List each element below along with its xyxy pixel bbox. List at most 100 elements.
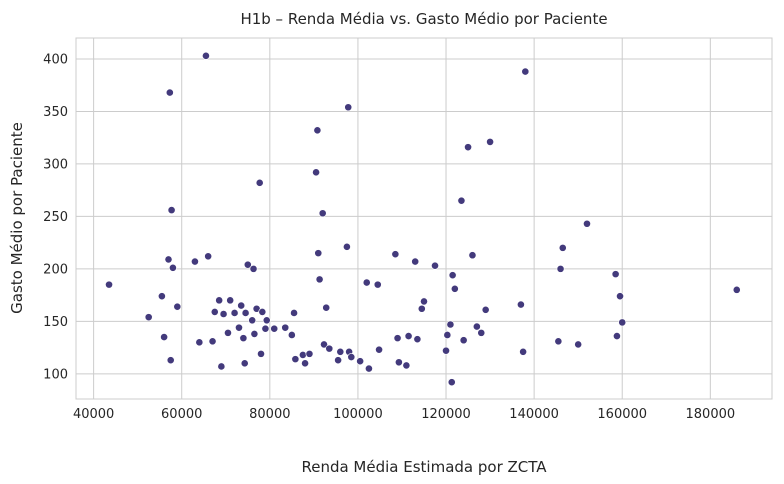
scatter-point [144, 313, 153, 322]
scatter-point [237, 301, 246, 310]
scatter-point [262, 316, 271, 325]
scatter-point [431, 261, 439, 270]
scatter-point [224, 328, 232, 337]
scatter-point [169, 263, 177, 272]
scatter-point [447, 378, 456, 387]
scatter-point [312, 168, 320, 177]
scatter-point [417, 304, 426, 313]
plot-frame [75, 37, 773, 400]
scatter-point [519, 347, 528, 356]
scatter-point [365, 364, 373, 373]
scatter-point [167, 206, 176, 215]
scatter-point [464, 143, 472, 152]
scatter-point [611, 270, 620, 279]
scatter-point [240, 359, 249, 368]
scatter-point [301, 359, 309, 368]
x-tick-label: 40000 [73, 407, 114, 422]
scatter-point [204, 252, 213, 261]
scatter-point [258, 307, 267, 316]
scatter-point [281, 323, 290, 332]
scatter-point [250, 330, 259, 338]
scatter-point [287, 331, 296, 339]
scatter-point [459, 336, 468, 345]
scatter-point [481, 305, 490, 314]
scatter-point [446, 320, 455, 329]
x-tick-label: 60000 [161, 407, 202, 422]
x-tick-label: 120000 [421, 407, 471, 422]
scatter-point [166, 356, 175, 365]
y-tick-label: 350 [43, 105, 68, 120]
scatter-point [226, 296, 235, 305]
scatter-point [202, 51, 210, 60]
scatter-point [343, 242, 351, 251]
x-axis-ticks: 40000 60000 80000 100000 120000 140000 160000 1… [73, 407, 735, 422]
scatter-point [413, 335, 422, 344]
scatter-point [230, 309, 239, 317]
scatter-point [404, 332, 413, 340]
scatter-point [215, 296, 224, 305]
scatter-point [241, 309, 250, 317]
y-tick-label: 400 [43, 52, 68, 67]
y-tick-label: 300 [43, 157, 68, 172]
scatter-point [448, 271, 457, 280]
scatter-point [315, 275, 324, 284]
x-tick-label: 80000 [249, 407, 290, 422]
scatter-point [160, 333, 169, 341]
scatter-point [457, 196, 466, 205]
scatter-point [219, 310, 228, 318]
scatter-point [290, 309, 298, 317]
grid [76, 38, 772, 399]
scatter-point [394, 358, 403, 367]
scatter-point [217, 362, 226, 371]
scatter-point [347, 353, 356, 361]
scatter-point [249, 264, 258, 273]
scatter-point [305, 349, 314, 358]
scatter-point [391, 250, 400, 259]
scatter-point [356, 357, 365, 366]
scatter-point [613, 332, 621, 340]
scatter-point [583, 219, 591, 228]
x-tick-label: 100000 [333, 407, 383, 422]
x-tick-label: 160000 [597, 407, 647, 422]
scatter-point [468, 251, 477, 260]
x-tick-label: 140000 [509, 407, 559, 422]
scatter-point [402, 361, 411, 370]
y-tick-label: 100 [43, 367, 68, 382]
scatter-point [325, 344, 334, 353]
scatter-point [257, 349, 265, 358]
scatter-point [443, 331, 452, 339]
scatter-point [210, 307, 219, 316]
scatter-point [477, 328, 486, 337]
scatter-point [255, 178, 264, 187]
scatter-point [375, 345, 383, 354]
scatter-point [322, 303, 331, 312]
scatter-point [362, 278, 371, 287]
y-axis-label: Gasto Médio por Paciente [8, 122, 26, 314]
scatter-point [442, 346, 450, 355]
scatter-point [235, 323, 243, 332]
scatter-point [314, 249, 323, 258]
scatter-point [732, 285, 741, 294]
scatter-point [344, 103, 353, 112]
scatter-point [618, 318, 627, 327]
scatter-point [334, 356, 343, 365]
chart-title: H1b – Renda Média vs. Gasto Médio por Pa… [240, 10, 607, 28]
scatter-point [191, 257, 199, 266]
y-tick-label: 250 [43, 210, 68, 225]
scatter-point [248, 316, 257, 325]
scatter-point [411, 257, 420, 266]
scatter-point [313, 126, 322, 135]
y-tick-label: 200 [43, 262, 68, 277]
scatter-point [270, 324, 279, 333]
scatter-point [157, 292, 166, 301]
y-axis-ticks: 100 150 200 250 300 350 400 [43, 52, 68, 382]
x-tick-label: 180000 [686, 407, 736, 422]
scatter-point [574, 340, 583, 349]
x-axis-label: Renda Média Estimada por ZCTA [301, 458, 547, 476]
scatter-point [554, 337, 563, 346]
scatter-point [450, 284, 459, 293]
scatter-point [243, 260, 252, 269]
scatter-point [320, 340, 328, 349]
